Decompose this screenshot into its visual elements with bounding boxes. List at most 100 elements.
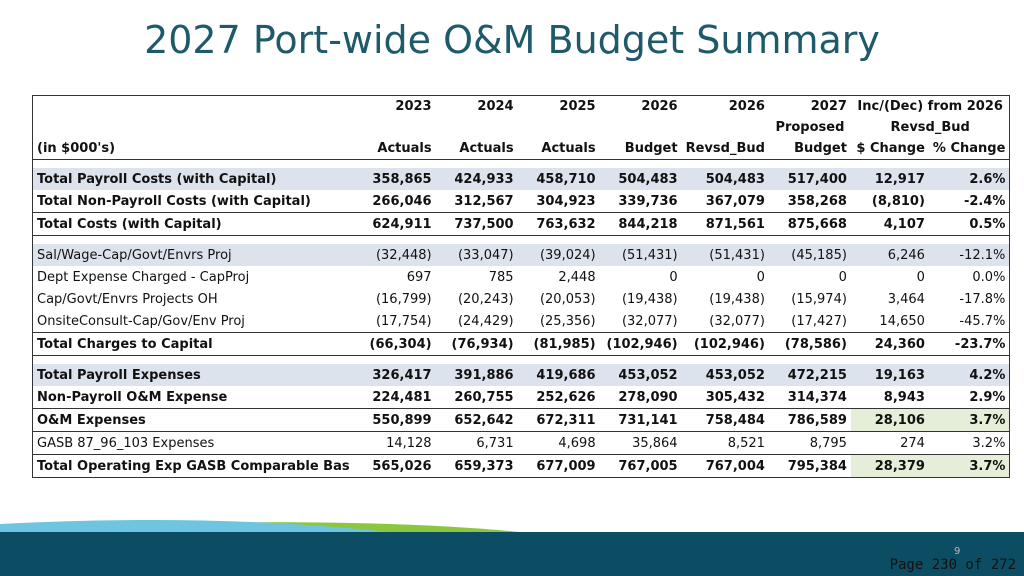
table-row: Total Costs (with Capital) 624,911 737,500… — [32, 212, 1010, 236]
cell-value: 326,417 — [353, 364, 436, 386]
cell-value: 2.9% — [969, 389, 1006, 405]
header-cell — [518, 117, 600, 138]
footer-band — [0, 520, 1024, 576]
table-row: OnsiteConsult-Cap/Gov/Env Proj (17,754) (2… — [33, 310, 1010, 333]
cell-value: (32,077) — [709, 313, 765, 329]
table-row: Total Payroll Expenses 326,417 391,886 419,… — [32, 364, 1010, 386]
cell-value: 763,632 — [517, 212, 600, 236]
header-row: 2023 2024 2025 2026 2026 2027 Inc/(Dec) from 2… — [33, 96, 1010, 118]
cell-value: 260,755 — [454, 389, 514, 405]
spacer — [33, 236, 1010, 245]
cell-value: 767,004 — [681, 454, 769, 478]
cell-value: 14,128 — [386, 435, 432, 451]
cell-value: (66,304) — [353, 332, 436, 356]
cell-value: 19,163 — [850, 364, 929, 386]
cell-value: 731,141 — [599, 408, 682, 432]
cell-value: -45.7% — [959, 313, 1006, 329]
cell-value: -2.4% — [963, 193, 1006, 209]
cell-value: (32,448) — [353, 244, 436, 266]
table-row: GASB 87_96_103 Expenses 14,128 6,731 4,698 3… — [33, 432, 1010, 455]
cell-value: 312,567 — [454, 193, 514, 209]
row-label: Total Non-Payroll Costs (with Capital) — [37, 193, 311, 209]
header-cell: 2026 — [641, 99, 678, 114]
title: 2027 Port-wide O&M Budget Summary — [144, 18, 880, 62]
cell-value: 14,650 — [879, 313, 925, 329]
cell-value: (51,431) — [599, 244, 682, 266]
cell-value: 266,046 — [372, 193, 432, 209]
cell-value: 758,484 — [681, 408, 769, 432]
spacer-cell — [33, 356, 1010, 365]
header-cell: Actuals — [435, 138, 518, 160]
spacer — [33, 160, 1010, 169]
cell-value: 659,373 — [435, 454, 518, 478]
cell-value: 358,865 — [353, 168, 436, 190]
cell-value: (45,185) — [768, 244, 851, 266]
cell-value: -23.7% — [928, 332, 1010, 356]
header-cell: Revsd_Bud — [890, 120, 970, 135]
cell-value: 8,795 — [809, 435, 847, 451]
header-cell — [33, 117, 354, 138]
cell-value: 28,379 — [850, 454, 929, 478]
row-label: Total Charges to Capital — [32, 332, 354, 356]
header-cell: Budget — [599, 138, 682, 160]
header-cell: 2023 — [395, 99, 432, 114]
spacer-cell — [33, 236, 1010, 245]
cell-value: 305,432 — [705, 389, 765, 405]
header-cell — [600, 117, 682, 138]
cell-value: (33,047) — [435, 244, 518, 266]
cell-value: 0 — [916, 269, 925, 285]
cell-value: 304,923 — [536, 193, 596, 209]
table-row: O&M Expenses 550,899 652,642 672,311 731,141… — [32, 408, 1010, 432]
cell-value: 672,311 — [517, 408, 600, 432]
cell-value: 339,736 — [618, 193, 678, 209]
page-count: Page 230 of 272 — [889, 557, 1016, 573]
table-row: Dept Expense Charged - CapProj 697 785 2,44… — [33, 266, 1010, 288]
cell-value: 550,899 — [353, 408, 436, 432]
cell-value: 3,464 — [887, 291, 925, 307]
cell-value: 252,626 — [536, 389, 596, 405]
cell-value: (17,754) — [375, 313, 432, 329]
cell-value: -17.8% — [959, 291, 1006, 307]
cell-value: 6,246 — [850, 244, 929, 266]
header-cell: Proposed — [775, 120, 845, 135]
cell-value: (19,438) — [709, 291, 765, 307]
row-label: O&M Expenses — [32, 408, 354, 432]
cell-value: 786,589 — [768, 408, 851, 432]
cell-value: 871,561 — [681, 212, 769, 236]
row-label: Cap/Govt/Envrs Projects OH — [37, 291, 218, 307]
header-cell: % Change — [928, 138, 1010, 160]
cell-value: (15,974) — [791, 291, 847, 307]
cell-value: 314,374 — [787, 389, 847, 405]
table-row: Non-Payroll O&M Expense 224,481 260,755 252… — [33, 386, 1010, 409]
cell-value: 424,933 — [435, 168, 518, 190]
cell-value: 6,731 — [476, 435, 514, 451]
header-cell: Actuals — [517, 138, 600, 160]
table-row: Cap/Govt/Envrs Projects OH (16,799) (20,24… — [33, 288, 1010, 310]
header-cell — [436, 117, 518, 138]
cell-value: (17,427) — [791, 313, 847, 329]
row-label: GASB 87_96_103 Expenses — [37, 435, 215, 451]
row-label: Total Operating Exp GASB Comparable Bas — [32, 454, 354, 478]
cell-value: 278,090 — [618, 389, 678, 405]
table-row: Total Payroll Costs (with Capital) 358,86… — [32, 168, 1010, 190]
cell-value: 624,911 — [353, 212, 436, 236]
cell-value: 224,481 — [372, 389, 432, 405]
header-cell: 2026 — [728, 99, 765, 114]
header-cell: Actuals — [353, 138, 436, 160]
cell-value: 24,360 — [850, 332, 929, 356]
header-cell: Inc/(Dec) from 2026 — [857, 99, 1003, 114]
cell-value: (32,077) — [621, 313, 678, 329]
cell-value: 504,483 — [681, 168, 769, 190]
cell-value: (20,243) — [457, 291, 514, 307]
cell-value: (20,053) — [539, 291, 596, 307]
header-row: Proposed Revsd_Bud — [33, 117, 1010, 138]
cell-value: 0.0% — [972, 269, 1006, 285]
cell-value: (102,946) — [599, 332, 682, 356]
cell-value: 0 — [838, 269, 847, 285]
cell-value: 274 — [900, 435, 925, 451]
header-cell: (in $000's) — [32, 138, 354, 160]
cell-value: -12.1% — [928, 244, 1010, 266]
table-row: Sal/Wage-Cap/Govt/Envrs Proj (32,448) (33,… — [32, 244, 1010, 266]
cell-value: 391,886 — [435, 364, 518, 386]
